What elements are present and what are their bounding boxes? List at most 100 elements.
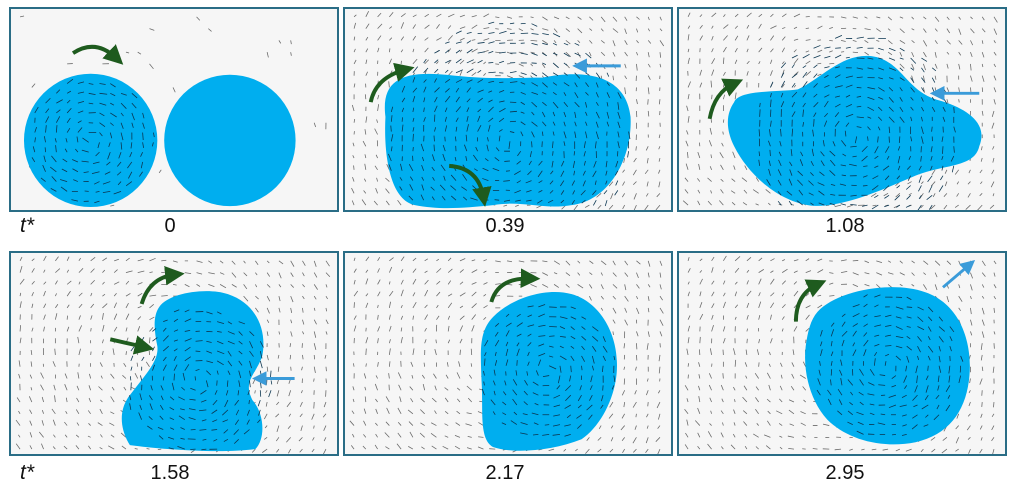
- velocity-vector: [466, 116, 469, 122]
- velocity-vector: [938, 336, 944, 343]
- velocity-vector: [958, 51, 962, 56]
- velocity-vector: [398, 384, 402, 391]
- velocity-vector: [169, 417, 175, 421]
- velocity-vector: [29, 374, 33, 379]
- velocity-vector: [520, 111, 525, 114]
- velocity-vector: [941, 155, 944, 161]
- velocity-vector: [590, 375, 593, 383]
- velocity-vector: [787, 435, 795, 438]
- velocity-vector: [458, 361, 461, 367]
- velocity-vector: [721, 142, 724, 147]
- velocity-vector: [902, 424, 907, 427]
- velocity-vector: [420, 409, 425, 415]
- velocity-vector: [647, 75, 651, 80]
- velocity-vector: [389, 266, 393, 273]
- velocity-vector: [981, 16, 985, 21]
- velocity-vector: [516, 313, 521, 318]
- velocity-vector: [528, 160, 532, 166]
- velocity-vector: [946, 87, 950, 92]
- velocity-vector: [852, 304, 860, 308]
- velocity-vector: [686, 348, 689, 356]
- velocity-vector: [733, 422, 736, 426]
- velocity-vector: [913, 404, 918, 408]
- velocity-vector: [302, 331, 305, 335]
- velocity-vector: [542, 434, 550, 436]
- velocity-vector: [149, 271, 153, 273]
- velocity-vector: [938, 346, 941, 352]
- velocity-vector: [789, 169, 793, 176]
- velocity-vector: [444, 95, 451, 103]
- velocity-vector: [238, 370, 242, 379]
- velocity-vector: [845, 104, 853, 108]
- velocity-vector: [494, 331, 499, 337]
- velocity-vector: [820, 341, 823, 347]
- velocity-vector: [502, 401, 507, 406]
- velocity-vector: [434, 87, 440, 93]
- velocity-vector: [444, 88, 450, 93]
- velocity-vector: [992, 390, 995, 395]
- velocity-vector: [991, 425, 995, 431]
- velocity-vector: [172, 87, 176, 93]
- velocity-vector: [412, 301, 417, 309]
- time-axis-symbol: t*: [20, 461, 35, 484]
- velocity-vector: [770, 25, 777, 29]
- velocity-vector: [752, 189, 759, 194]
- velocity-vector: [850, 391, 854, 396]
- velocity-vector: [711, 314, 714, 320]
- velocity-vector: [591, 365, 594, 371]
- velocity-vector: [612, 307, 617, 314]
- velocity-vector: [431, 196, 435, 201]
- velocity-vector: [364, 386, 367, 391]
- velocity-vector: [841, 140, 847, 147]
- velocity-vector: [353, 268, 357, 273]
- velocity-vector: [353, 118, 356, 123]
- rotation-arrow: [71, 44, 124, 65]
- velocity-vector: [981, 307, 985, 315]
- velocity-vector: [268, 390, 272, 398]
- velocity-vector: [493, 380, 496, 386]
- velocity-vector: [56, 109, 61, 114]
- velocity-vector: [863, 323, 869, 327]
- velocity-vector: [206, 360, 214, 364]
- velocity-vector: [459, 325, 464, 332]
- velocity-vector: [90, 279, 95, 285]
- velocity-vector: [125, 257, 130, 262]
- velocity-vector: [455, 117, 459, 122]
- velocity-vector: [542, 260, 548, 263]
- velocity-vector: [196, 16, 201, 21]
- velocity-vector: [876, 16, 881, 19]
- velocity-vector: [78, 268, 84, 273]
- velocity-vector: [646, 413, 649, 418]
- velocity-vector: [589, 394, 593, 401]
- velocity-vector: [71, 199, 79, 202]
- velocity-vector: [778, 151, 782, 157]
- velocity-vector: [538, 324, 546, 327]
- velocity-vector: [829, 26, 834, 29]
- velocity-vector: [572, 160, 576, 168]
- velocity-vector: [436, 24, 440, 29]
- velocity-vector: [527, 324, 535, 327]
- velocity-vector: [847, 421, 853, 425]
- velocity-vector: [612, 295, 616, 300]
- velocity-vector: [778, 423, 783, 426]
- velocity-vector: [622, 448, 626, 454]
- velocity-vector: [18, 360, 21, 367]
- velocity-vector: [88, 423, 91, 426]
- velocity-vector: [656, 401, 661, 409]
- velocity-vector: [993, 51, 997, 56]
- velocity-vector: [589, 40, 593, 44]
- velocity-vector: [45, 108, 50, 114]
- velocity-vector: [227, 370, 231, 376]
- velocity-vector: [88, 445, 91, 450]
- velocity-vector: [408, 446, 414, 450]
- velocity-vector: [189, 398, 196, 401]
- velocity-vector: [223, 429, 229, 434]
- velocity-vector: [90, 303, 95, 309]
- velocity-vector: [565, 40, 571, 45]
- velocity-vector: [731, 202, 736, 206]
- velocity-vector: [542, 62, 547, 66]
- velocity-vector: [502, 412, 507, 416]
- velocity-vector: [208, 272, 215, 275]
- velocity-vector: [225, 390, 229, 396]
- velocity-vector: [541, 131, 544, 137]
